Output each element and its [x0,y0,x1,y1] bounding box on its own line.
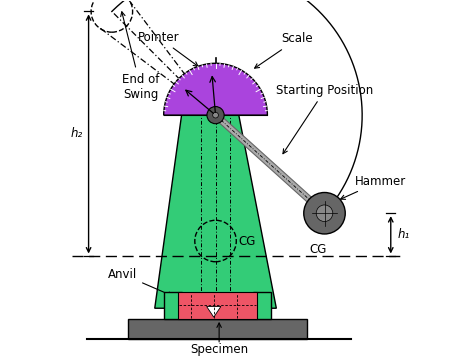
Circle shape [304,192,345,234]
Circle shape [316,205,333,222]
Text: Specimen: Specimen [190,343,248,356]
Text: h₂: h₂ [71,127,83,140]
Bar [128,319,307,339]
Wedge shape [164,63,267,115]
Text: End of
Swing: End of Swing [121,12,159,101]
Circle shape [207,107,224,124]
Polygon shape [164,292,271,319]
Polygon shape [178,292,256,319]
Text: CG: CG [239,234,256,247]
Text: Scale: Scale [255,32,313,68]
Polygon shape [207,307,221,317]
Text: h₁: h₁ [397,228,410,241]
Text: Pointer: Pointer [137,31,198,66]
Polygon shape [213,113,327,216]
Text: Starting Position: Starting Position [276,84,374,154]
Circle shape [213,112,219,118]
Text: Anvil: Anvil [108,268,173,296]
Text: CG: CG [310,243,327,256]
Polygon shape [155,115,276,308]
Text: Hammer: Hammer [341,174,406,199]
